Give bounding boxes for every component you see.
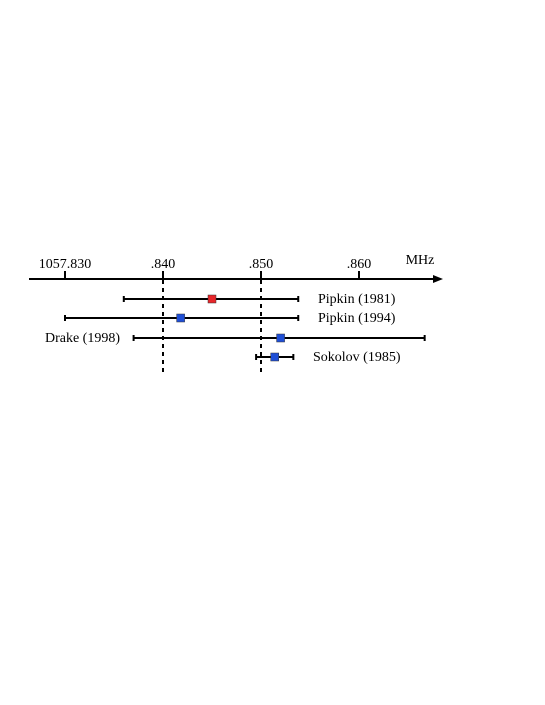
data-point-marker — [276, 333, 285, 343]
series-label: Pipkin (1981) — [318, 292, 396, 307]
reference-lines — [162, 280, 262, 375]
frequency-axis: 1057.830 .840 .850 .860 MHz — [29, 253, 443, 283]
measurement-row: Sokolov (1985) — [255, 350, 401, 365]
tick-label: 1057.830 — [39, 257, 92, 272]
tick-label: .840 — [151, 257, 176, 272]
data-point-marker — [207, 294, 217, 304]
measurement-row: Pipkin (1981) — [122, 292, 396, 307]
axis-unit-label: MHz — [406, 253, 435, 268]
axis-arrow-icon — [433, 275, 443, 283]
series-label: Sokolov (1985) — [313, 350, 401, 365]
measurement-row: Pipkin (1994) — [64, 311, 396, 326]
measurement-row: Drake (1998) — [45, 331, 426, 346]
series-label: Drake (1998) — [45, 331, 120, 346]
data-point-marker — [270, 352, 279, 362]
measurements: Pipkin (1981) Pipkin (1994) Drake (1998) So… — [45, 292, 426, 365]
tick-label: .860 — [347, 257, 372, 272]
series-label: Pipkin (1994) — [318, 311, 396, 326]
data-point-marker — [176, 313, 185, 323]
tick-label: .850 — [249, 257, 274, 272]
